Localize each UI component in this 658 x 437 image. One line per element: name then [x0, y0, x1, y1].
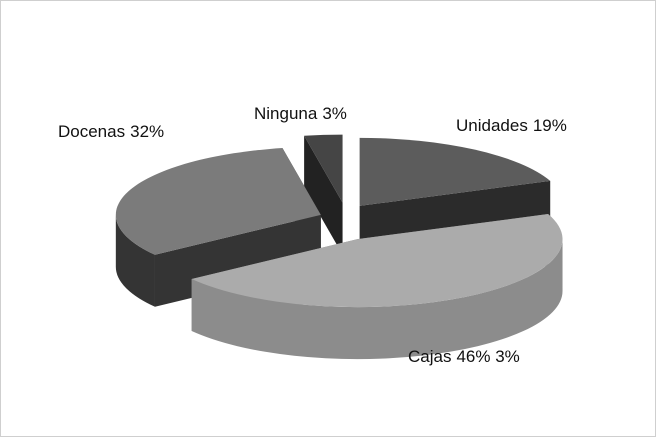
slice-top [304, 134, 343, 203]
slice-label-name: Docenas [58, 122, 125, 141]
pie-slice [191, 214, 563, 360]
slice-label-name: Unidades [456, 116, 528, 135]
slice-edge-wall [304, 135, 343, 255]
pie-slice [304, 134, 343, 255]
slice-label: Ninguna 3% [254, 104, 347, 123]
slice-label-name: Ninguna [254, 104, 318, 123]
slice-label: Docenas 32% [58, 122, 164, 141]
slice-top [191, 214, 563, 308]
slice-top [359, 137, 551, 206]
slice-label: Cajas 46% 3% [408, 347, 520, 366]
slice-label-value: 32% [130, 122, 164, 141]
slice-top [115, 148, 321, 255]
slice-label-value: 46% 3% [456, 347, 519, 366]
slice-outer-wall [115, 214, 155, 307]
slice-outer-wall [191, 239, 563, 360]
slice-label-value: 3% [322, 104, 347, 123]
slice-label-value: 19% [533, 116, 567, 135]
slice-label-name: Cajas [408, 347, 451, 366]
slice-label: Unidades 19% [456, 116, 567, 135]
